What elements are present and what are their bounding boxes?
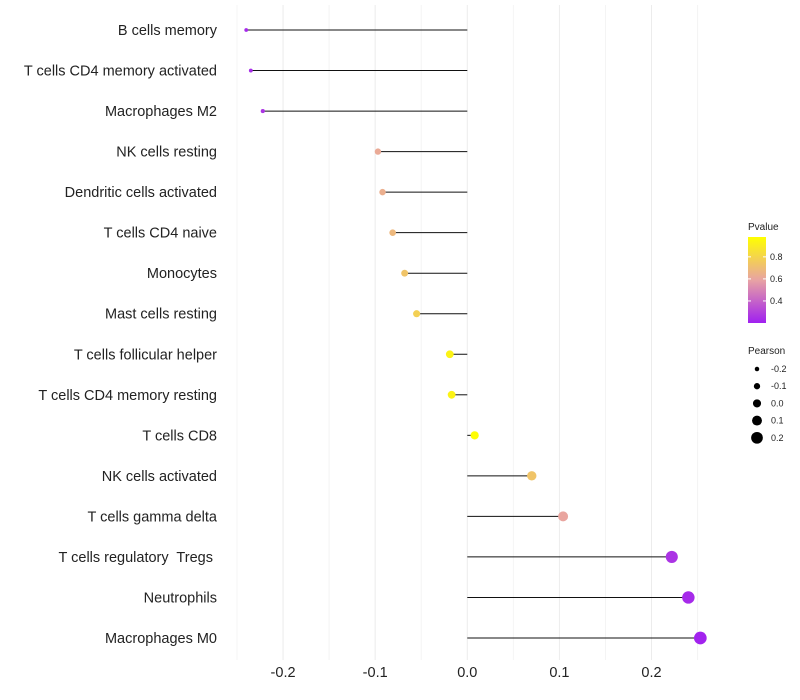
stems (246, 29, 701, 639)
legend-pearson-key (753, 383, 761, 390)
point (694, 631, 707, 645)
point (470, 431, 479, 440)
point (682, 591, 695, 604)
legend-pearson-label: -0.2 (771, 364, 787, 374)
legend-pvalue-tick-label: 0.8 (770, 252, 783, 262)
legend-pearson-key (754, 366, 760, 372)
point (401, 269, 409, 277)
point (665, 550, 678, 563)
x-tick-label: -0.2 (271, 665, 296, 681)
y-tick-label: T cells CD4 memory activated (24, 64, 217, 80)
point (248, 68, 253, 73)
legend-pearson: Pearson -0.2 -0.1 0.0 0.1 0.2 (748, 346, 787, 444)
y-tick-label: T cells gamma delta (88, 509, 218, 525)
point (374, 148, 382, 155)
legend-pearson-key (751, 431, 763, 444)
grid-lines (236, 5, 699, 660)
y-axis-labels: B cells memory T cells CD4 memory activat… (24, 23, 218, 647)
x-tick-label: -0.1 (363, 665, 388, 681)
point (447, 390, 456, 399)
y-tick-label: Neutrophils (144, 590, 217, 606)
point (413, 310, 421, 318)
point (260, 109, 265, 114)
point (558, 511, 569, 522)
y-tick-label: Macrophages M2 (105, 104, 217, 120)
legend-pvalue: Pvalue 0.4 0.6 0.8 (748, 222, 783, 323)
legend-pearson-label: 0.1 (771, 416, 784, 426)
y-tick-label: Macrophages M0 (105, 631, 217, 647)
x-tick-label: 0.2 (641, 665, 661, 681)
legend-pearson-title: Pearson (748, 346, 785, 357)
y-tick-label: Mast cells resting (105, 307, 217, 323)
legend-pvalue-colorbar (748, 237, 766, 323)
legend-pearson-label: 0.2 (771, 433, 784, 443)
y-tick-label: T cells CD4 memory resting (38, 388, 217, 404)
y-tick-label: T cells follicular helper (74, 347, 217, 363)
point (527, 471, 537, 481)
y-tick-label: T cells CD4 naive (104, 226, 217, 242)
y-tick-label: B cells memory (118, 23, 218, 39)
legend-pvalue-tick-label: 0.6 (770, 274, 783, 284)
y-tick-label: NK cells resting (116, 145, 217, 161)
legend-pearson-key (752, 399, 762, 408)
point (389, 229, 396, 236)
y-tick-label: NK cells activated (102, 469, 217, 485)
y-tick-label: T cells regulatory Tregs (59, 550, 218, 566)
point (379, 188, 386, 196)
y-tick-label: Monocytes (147, 266, 217, 282)
legend-pearson-label: 0.0 (771, 398, 784, 408)
point (445, 350, 454, 359)
x-tick-label: 0.1 (549, 665, 569, 681)
y-tick-label: T cells CD8 (142, 428, 217, 444)
legend-pearson-label: -0.1 (771, 381, 787, 391)
point (244, 28, 249, 32)
x-tick-label: 0.0 (457, 665, 477, 681)
x-axis-labels: -0.2 -0.1 0.0 0.1 0.2 (271, 665, 662, 681)
legend-pvalue-title: Pvalue (748, 222, 779, 233)
points (244, 28, 707, 645)
legend-pvalue-tick-label: 0.4 (770, 296, 783, 306)
legend-pearson-key (752, 415, 762, 426)
y-tick-label: Dendritic cells activated (65, 185, 217, 201)
